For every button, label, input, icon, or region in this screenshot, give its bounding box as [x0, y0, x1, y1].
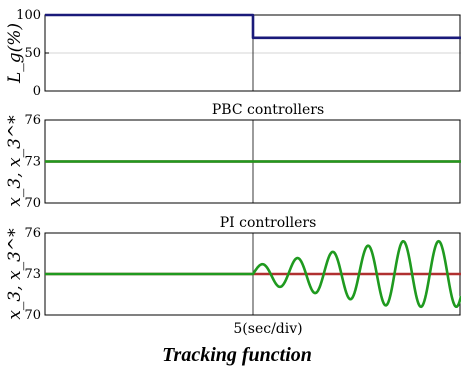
panel-title: PI controllers	[220, 215, 317, 231]
y-axis-label: L_g(%)	[5, 23, 25, 84]
panel-1: 100 50 0 L_g(%)	[5, 8, 461, 99]
y-tick-label: 70	[24, 308, 41, 323]
y-tick-label: 50	[24, 46, 41, 61]
series-line-2	[44, 239, 461, 309]
figure-caption: Tracking function	[162, 344, 312, 366]
y-tick-label: 73	[24, 267, 41, 282]
y-tick-label: 70	[24, 196, 41, 211]
y-tick-label: 76	[24, 226, 41, 241]
panel-2: PBC controllers 76 73 70x_3, x_3^*	[5, 102, 461, 211]
series-line-1	[45, 13, 461, 40]
y-axis-label: x_3, x_3^*	[5, 228, 25, 320]
y-tick-label: 73	[24, 155, 41, 170]
panel-3: PI controllers 76 73 70x_3, x_3^* 5(sec/div)	[5, 215, 461, 337]
y-tick-label: 0	[33, 84, 41, 99]
x-axis-label: 5(sec/div)	[233, 321, 302, 337]
y-axis-label: x_3, x_3^*	[5, 115, 25, 207]
panel-title: PBC controllers	[212, 102, 324, 118]
y-tick-label: 100	[16, 8, 41, 23]
y-tick-label: 76	[24, 113, 41, 128]
